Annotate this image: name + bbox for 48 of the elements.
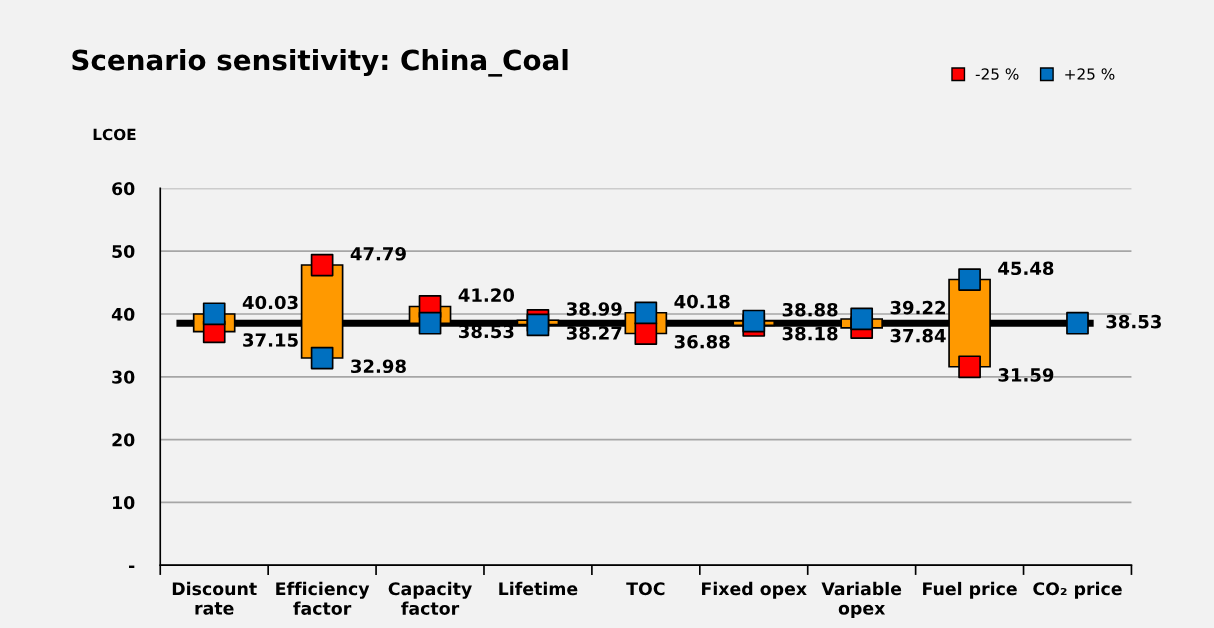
data-label: 38.88	[782, 302, 838, 317]
data-label: 31.59	[998, 368, 1054, 382]
data-label: 40.18	[674, 294, 730, 309]
chart-title: Scenario sensitivity: China_Coal	[72, 48, 568, 77]
y-tick-label: 60	[112, 182, 135, 196]
legend-label: +25 %	[1065, 68, 1115, 80]
data-label: 45.48	[998, 261, 1054, 276]
data-label: 37.15	[243, 333, 298, 347]
point	[634, 322, 658, 345]
point	[850, 307, 874, 331]
point	[526, 313, 550, 337]
point	[958, 268, 981, 291]
y-tick-label: 40	[111, 307, 135, 321]
data-label: 47.79	[350, 246, 406, 261]
point	[1066, 311, 1089, 335]
point	[742, 309, 766, 333]
x-tick-label: CO₂ price	[1033, 581, 1122, 599]
x-tick-label: Fuel price	[923, 581, 1017, 599]
data-label: 41.20	[458, 288, 515, 302]
y-axis-title: LCOE	[93, 128, 136, 141]
point	[418, 311, 442, 335]
x-tick-label: Capacity factor	[388, 581, 472, 615]
point	[634, 301, 658, 325]
legend-label: -25 %	[975, 68, 1019, 80]
data-label: 38.99	[566, 302, 622, 316]
data-label: 39.22	[890, 300, 945, 315]
data-label: 37.84	[890, 328, 946, 343]
x-tick-label: Discount rate	[172, 581, 257, 615]
x-tick-label: TOC	[626, 582, 665, 596]
y-tick-label: -	[128, 565, 135, 569]
y-tick-label: 30	[112, 370, 135, 384]
data-label: 40.03	[242, 295, 298, 310]
x-tick-label: Efficiency factor	[276, 581, 370, 615]
y-tick-label: 50	[112, 244, 135, 259]
y-tick-label: 10	[113, 496, 135, 510]
point	[958, 355, 981, 379]
data-label: 36.88	[674, 334, 730, 349]
data-label: 38.27	[566, 326, 622, 340]
point	[202, 302, 226, 326]
x-tick-label: Lifetime	[499, 581, 578, 596]
point	[310, 253, 334, 277]
y-tick-label: 20	[112, 433, 135, 447]
data-label: 38.53	[1106, 314, 1161, 329]
x-tick-label: Fixed opex	[702, 581, 807, 599]
data-label: 32.98	[351, 359, 406, 374]
point	[310, 346, 334, 370]
x-tick-label: Variable opex	[821, 581, 902, 619]
data-label: 38.18	[782, 326, 838, 341]
